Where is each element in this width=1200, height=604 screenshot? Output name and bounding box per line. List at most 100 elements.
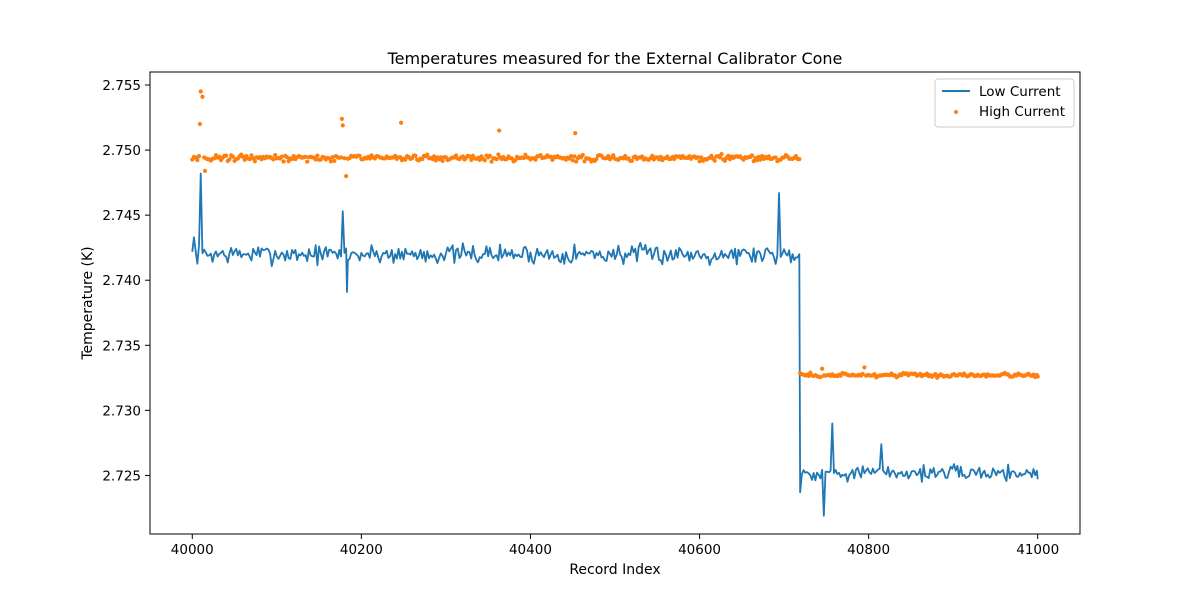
data-point-high-current	[433, 158, 438, 163]
data-point-high-current	[758, 157, 763, 162]
data-point-high-current	[570, 158, 575, 163]
data-point-high-current	[820, 366, 825, 371]
data-point-high-current	[344, 174, 349, 179]
data-point-high-current	[594, 156, 599, 162]
data-point-high-current	[212, 156, 217, 161]
data-point-high-current	[580, 152, 585, 158]
data-point-high-current	[252, 159, 257, 164]
data-point-high-current	[489, 159, 494, 164]
data-point-high-current	[487, 153, 492, 158]
data-point-high-current	[332, 158, 337, 163]
data-point-high-current	[872, 372, 877, 377]
x-axis-label: Record Index	[569, 562, 660, 578]
series-points-high-current	[190, 89, 1040, 380]
data-point-high-current	[440, 158, 445, 164]
data-point-high-current	[315, 153, 320, 158]
data-point-high-current	[420, 157, 425, 162]
data-point-high-current	[697, 159, 702, 164]
data-point-high-current	[695, 155, 700, 160]
data-point-high-current	[342, 156, 347, 161]
data-point-high-current	[717, 155, 722, 160]
y-axis-label: Temperature (K)	[80, 246, 96, 360]
data-point-high-current	[425, 152, 430, 157]
data-point-high-current	[533, 157, 538, 162]
data-point-high-current	[399, 120, 404, 125]
data-point-high-current	[367, 156, 372, 161]
data-point-high-current	[271, 157, 276, 162]
data-point-high-current	[572, 154, 577, 159]
data-point-high-current	[650, 153, 655, 159]
data-point-high-current	[497, 128, 502, 133]
data-point-high-current	[200, 94, 205, 99]
data-point-high-current	[818, 375, 823, 380]
data-point-high-current	[933, 371, 938, 377]
data-point-high-current	[719, 152, 724, 157]
data-point-high-current	[438, 155, 443, 160]
data-point-high-current	[279, 154, 284, 159]
data-point-high-current	[196, 154, 202, 159]
legend-label-high-current: High Current	[979, 104, 1065, 120]
data-point-high-current	[773, 155, 778, 160]
data-point-high-current	[797, 157, 802, 162]
data-point-high-current	[273, 153, 278, 158]
data-point-high-current	[303, 154, 308, 159]
series-line-low-current	[191, 172, 1039, 517]
data-point-high-current	[494, 157, 499, 162]
data-point-high-current	[357, 153, 362, 158]
data-point-high-current	[327, 156, 332, 161]
y-tick-label: 2.730	[102, 403, 141, 419]
data-point-high-current	[658, 154, 663, 159]
data-point-high-current	[573, 131, 578, 136]
data-point-high-current	[754, 158, 760, 163]
data-point-high-current	[227, 157, 232, 162]
data-point-high-current	[460, 154, 465, 159]
x-axis: 40000 40200 40400 40600 40800 41000	[171, 534, 1059, 558]
data-point-high-current	[339, 116, 345, 121]
y-tick-label: 2.725	[102, 468, 141, 484]
data-point-high-current	[328, 159, 334, 164]
y-axis: 2.725 2.730 2.735 2.740 2.745 2.750 2.755	[102, 78, 150, 484]
y-tick-label: 2.745	[102, 208, 141, 224]
data-point-high-current	[606, 154, 611, 159]
x-tick-label: 40400	[509, 542, 552, 558]
data-point-high-current	[574, 159, 579, 164]
chart-title: Temperatures measured for the External C…	[387, 49, 843, 68]
data-point-high-current	[482, 158, 487, 163]
x-tick-label: 40600	[678, 542, 721, 558]
data-point-high-current	[338, 155, 344, 160]
data-point-high-current	[629, 158, 635, 164]
data-point-high-current	[330, 155, 335, 160]
data-point-high-current	[806, 373, 811, 379]
data-point-high-current	[217, 154, 222, 159]
data-point-high-current	[340, 123, 345, 128]
legend: Low Current High Current	[934, 78, 1075, 128]
plot-area	[149, 71, 1081, 535]
data-point-high-current	[749, 153, 755, 158]
data-point-high-current	[198, 89, 203, 94]
data-point-high-current	[202, 168, 208, 174]
data-point-high-current	[726, 153, 731, 158]
data-point-high-current	[699, 155, 704, 160]
plot-frame	[149, 71, 1081, 535]
data-point-high-current	[197, 121, 202, 127]
y-tick-label: 2.735	[102, 338, 141, 354]
x-tick-label: 40000	[171, 542, 214, 558]
y-tick-label: 2.740	[102, 273, 141, 289]
legend-label-low-current: Low Current	[979, 84, 1061, 100]
data-point-high-current	[611, 153, 616, 158]
y-tick-label: 2.750	[102, 143, 141, 159]
data-point-high-current	[195, 158, 200, 163]
y-tick-label: 2.755	[102, 78, 141, 94]
data-point-high-current	[467, 154, 472, 159]
data-point-high-current	[751, 159, 756, 164]
data-point-high-current	[247, 157, 252, 162]
data-point-high-current	[860, 371, 865, 377]
data-point-high-current	[431, 154, 437, 159]
data-point-high-current	[284, 155, 290, 160]
legend-marker-high-current	[954, 110, 958, 114]
x-tick-label: 41000	[1016, 542, 1059, 558]
data-point-high-current	[548, 154, 553, 159]
data-point-high-current	[521, 155, 526, 161]
